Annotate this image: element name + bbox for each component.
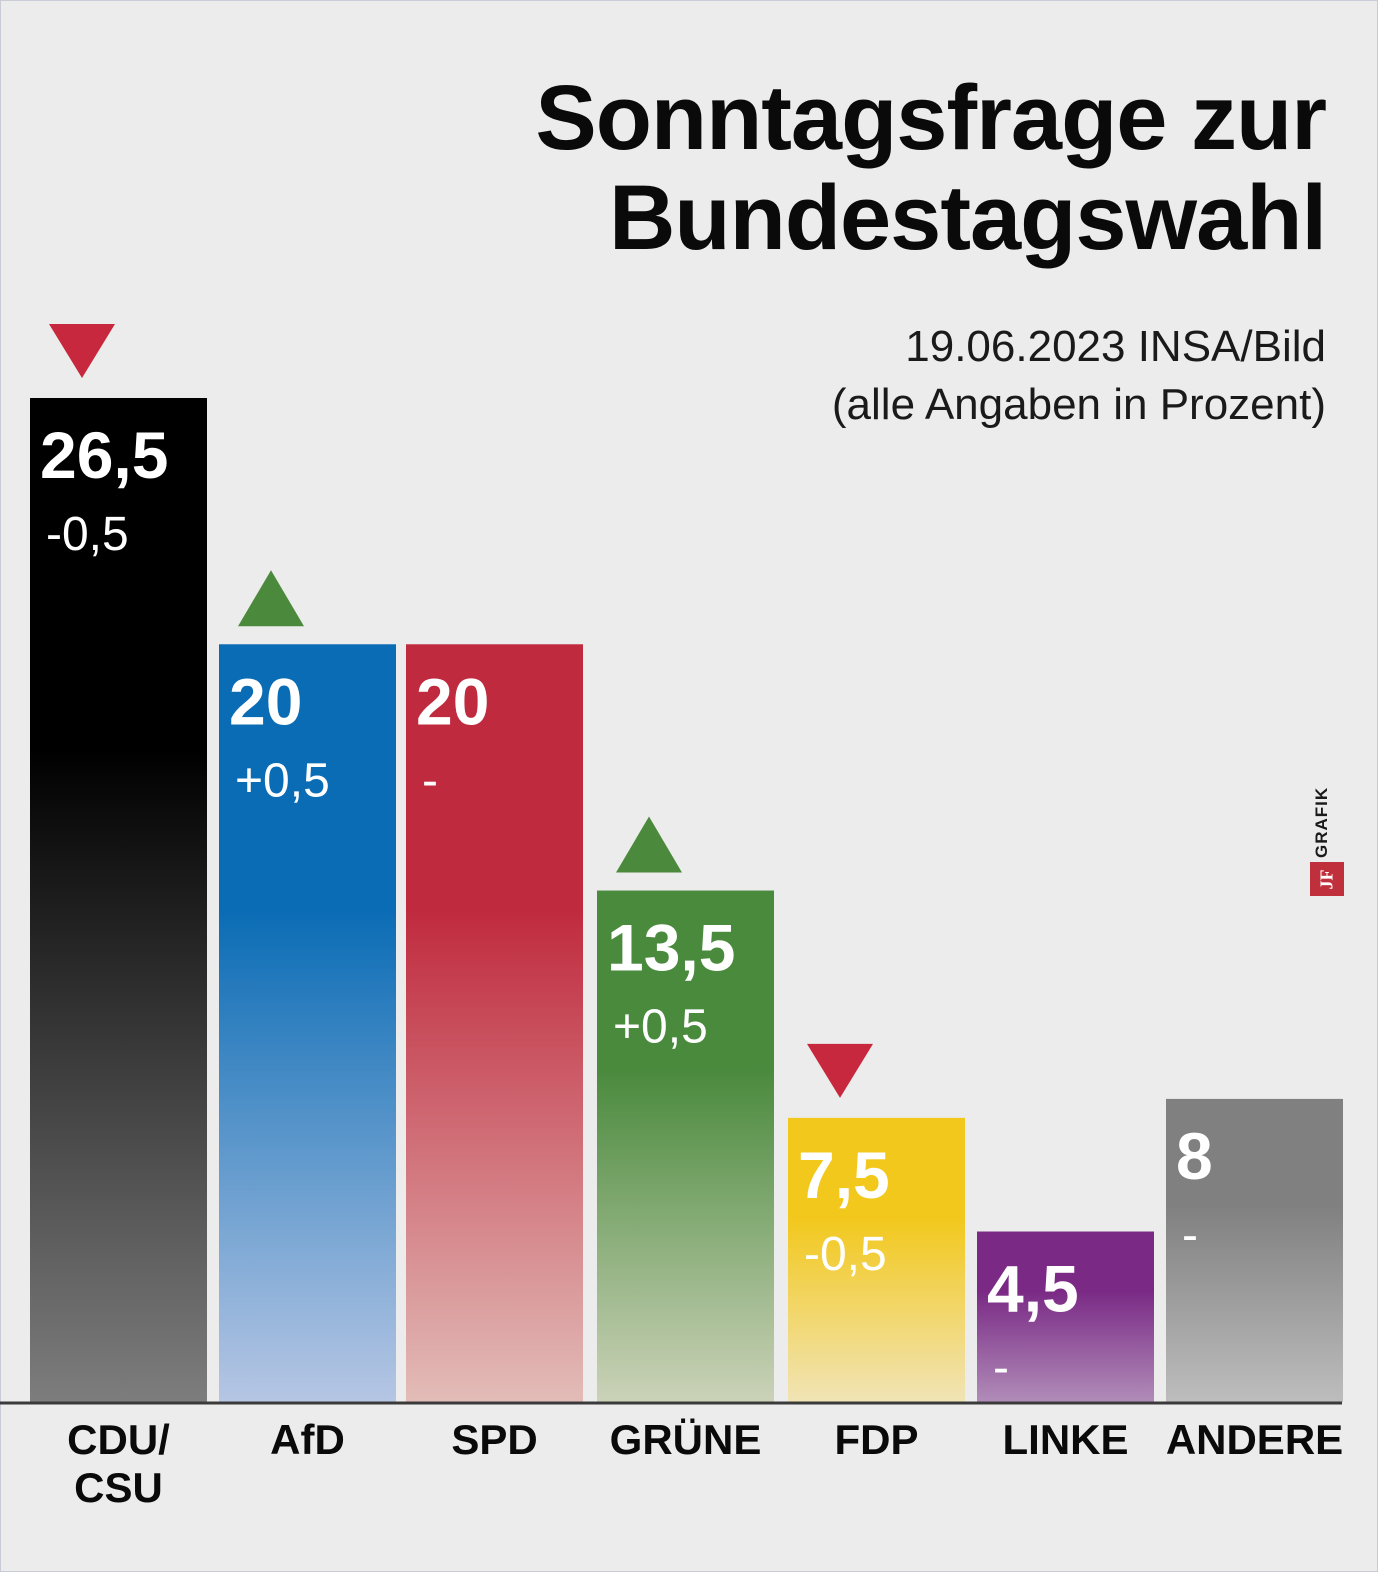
bar-change-label: +0,5 <box>235 754 330 807</box>
bar-1 <box>30 398 207 1402</box>
title-line-1: Sonntagsfrage zur <box>535 67 1327 169</box>
jf-logo-mark: JF <box>1316 869 1337 889</box>
category-label: FDP <box>835 1416 919 1463</box>
bar-change-label: -0,5 <box>804 1228 887 1281</box>
chart-subtitle: 19.06.2023 INSA/Bild (alle Angaben in Pr… <box>626 318 1326 434</box>
bar-value-label: 7,5 <box>798 1138 890 1212</box>
category-label: GRÜNE <box>610 1416 762 1463</box>
bar-change-label: -0,5 <box>46 508 129 561</box>
bar-6 <box>977 1231 1154 1402</box>
subtitle-date-source: 19.06.2023 INSA/Bild <box>905 322 1326 371</box>
trend-up-icon <box>238 570 304 627</box>
category-label: ANDERE <box>1166 1416 1343 1463</box>
bar-4 <box>597 890 774 1402</box>
category-label: LINKE <box>1003 1416 1129 1463</box>
bar-value-label: 20 <box>416 664 489 738</box>
category-label: SPD <box>451 1416 537 1463</box>
bar-value-label: 4,5 <box>987 1252 1079 1326</box>
category-label: CDU/ <box>67 1416 170 1463</box>
bar-2 <box>219 644 396 1402</box>
bar-3 <box>406 644 583 1402</box>
bar-change-label: - <box>1182 1209 1198 1262</box>
bar-value-label: 26,5 <box>40 418 168 492</box>
trend-down-icon <box>49 324 115 378</box>
trend-down-icon <box>807 1043 873 1098</box>
bar-7 <box>1166 1098 1343 1402</box>
title-line-2: Bundestagswahl <box>608 167 1327 269</box>
bar-change-label: - <box>993 1342 1009 1395</box>
subtitle-unit-note: (alle Angaben in Prozent) <box>831 380 1326 429</box>
trend-up-icon <box>616 816 682 873</box>
bar-value-label: 20 <box>229 664 302 738</box>
category-label: AfD <box>270 1416 345 1463</box>
category-label: CSU <box>74 1464 163 1511</box>
jf-logo: JF <box>1310 862 1344 896</box>
bar-change-label: - <box>422 754 438 807</box>
bar-change-label: +0,5 <box>613 1001 708 1054</box>
bar-value-label: 13,5 <box>607 911 735 985</box>
bar-5 <box>788 1117 965 1402</box>
chart-title: Sonntagsfrage zur Bundestagswahl <box>426 67 1327 269</box>
grafik-logo-text: GRAFIK <box>1312 786 1331 858</box>
bar-value-label: 8 <box>1176 1119 1213 1193</box>
